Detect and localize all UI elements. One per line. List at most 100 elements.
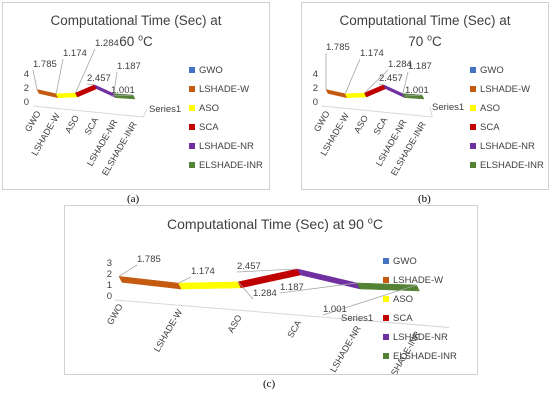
chart-c-data-label: 1.187 [280,282,304,293]
chart-b-legend-swatch [470,67,476,73]
caption-b: (b) [418,193,431,205]
chart-panel-b: Computational Time (Sec) at 70 oC 0 2 4 1.785… [301,2,549,190]
chart-a-legend-swatch [189,162,195,168]
chart-a-title-line1: Computational Time (Sec) at [50,13,221,28]
chart-b-data-label-leader [364,69,389,94]
chart-panel-c: Computational Time (Sec) at 90 oC 0 1 2 3 1.7… [64,205,478,375]
chart-a-legend-swatch [189,143,195,149]
chart-c-legend-swatch [383,258,389,264]
chart-a-data-label: 1.001 [111,85,135,96]
chart-b-depth-axis-line [429,106,433,118]
chart-a-y-tick-label: 2 [24,83,29,94]
chart-a-category-label: SCA [82,116,100,137]
chart-b-segment-sca [364,84,386,98]
chart-c-data-label: 1.785 [137,254,161,265]
chart-a-data-label: 1.187 [117,61,141,72]
chart-b-data-label-leader [344,58,361,94]
chart-c-legend-label: GWO [393,256,417,267]
chart-c-legend-label: ELSHADE-INR [393,351,457,362]
chart-c-legend-swatch [383,296,389,302]
chart-b-segment-aso [344,92,367,99]
chart-a-legend-label: LSHADE-W [199,84,249,95]
chart-c-legend-swatch [383,334,389,340]
chart-b-legend-swatch [470,124,476,130]
chart-a-legend-swatch [189,124,195,130]
chart-b-legend-label: SCA [480,122,500,133]
chart-b-legend-label: ELSHADE-INR [480,160,544,171]
chart-a-svg: Computational Time (Sec) at 60 oC 0 2 4 1.785… [23,13,263,177]
chart-panel-a: Computational Time (Sec) at 60 oC 0 2 4 1.785… [2,2,270,190]
chart-b-legend-swatch [470,105,476,111]
caption-a: (a) [127,193,140,205]
chart-a-legend-swatch [189,67,195,73]
chart-a-data-label-leader [32,69,38,90]
chart-b-legend-label: GWO [480,65,504,76]
chart-c-category-label: LSHADE-W [152,307,185,354]
chart-b-legend-label: LSHADE-NR [480,141,535,152]
chart-a-data-label-leader [110,94,134,97]
chart-c-y-tick-label: 2 [107,269,112,280]
chart-c-y-tick-label: 1 [107,280,112,291]
chart-b-title-line1: Computational Time (Sec) at [339,13,510,28]
chart-b-data-label: 1.785 [326,42,350,53]
chart-b-category-label: ASO [352,113,370,134]
chart-a-category-label: GWO [23,109,43,133]
chart-c-data-label: 2.457 [237,261,261,272]
chart-b-data-label: 1.187 [408,61,432,72]
chart-a-data-label: 1.785 [33,59,57,70]
chart-b-segment-lshade-w [325,89,348,99]
chart-a-category-label: ASO [63,113,81,134]
chart-a-floor-line [32,105,144,118]
chart-b-y-tick-label: 4 [313,69,318,80]
chart-a-title-line2: 60 oC [119,33,153,49]
chart-c-data-label-leader [118,264,138,277]
chart-a-data-label: 2.457 [87,73,111,84]
chart-b-category-label: GWO [312,109,332,133]
chart-a-data-label-leader [55,58,64,94]
chart-b-svg: Computational Time (Sec) at 70 oC 0 2 4 1.785… [312,13,544,177]
chart-c-legend-swatch [383,353,389,359]
chart-a-data-label-leader [113,71,118,94]
chart-a-data-label-leader [75,48,96,94]
chart-c-data-label: 1.174 [191,266,215,277]
chart-a-legend-swatch [189,105,195,111]
chart-b-category-label: SCA [371,116,389,137]
chart-c-data-label: 1.001 [323,304,347,315]
chart-b-legend-swatch [470,162,476,168]
chart-c-category-label: ASO [226,313,244,334]
chart-c-y-tick-label: 3 [107,258,112,269]
chart-b-data-label-leader [378,83,384,86]
chart-a-y-tick-label: 0 [24,97,29,108]
chart-c-segment-lshade-nr [297,268,361,290]
chart-a-data-label-leader [86,83,95,86]
chart-b-data-label-leader [404,94,423,97]
chart-a-depth-axis-line [142,108,148,118]
chart-a-legend-label: ELSHADE-INR [199,160,263,171]
chart-c-data-label-leader [237,281,254,300]
chart-c-legend-label: LSHADE-NR [393,332,448,343]
chart-a-segment-aso [55,92,78,99]
chart-b-data-label: 1.001 [405,85,429,96]
chart-b-legend-swatch [470,143,476,149]
chart-a-depth-axis-label: Series1 [149,104,181,115]
chart-b-legend-label: LSHADE-W [480,84,530,95]
chart-b-y-tick-label: 2 [313,83,318,94]
chart-b-data-label: 2.457 [379,73,403,84]
chart-b-data-label-leader [402,71,409,94]
chart-a-legend-swatch [189,86,195,92]
chart-c-data-label-leader [279,282,358,294]
chart-b-y-tick-label: 0 [313,97,318,108]
chart-c-category-label: GWO [105,302,125,326]
chart-c-legend-label: ASO [393,294,413,305]
chart-c-category-label: SCA [285,319,303,340]
chart-c-data-label-leader [322,284,417,316]
chart-a-y-tick-label: 4 [24,69,29,80]
chart-c-legend-swatch [383,277,389,283]
chart-a-segment-lshade-w [36,89,59,99]
chart-a-legend-label: SCA [199,122,219,133]
chart-c-segment-aso [178,281,242,290]
chart-b-floor-line [321,105,433,118]
chart-b-data-label: 1.284 [388,59,412,70]
chart-b-depth-axis-label: Series1 [432,102,464,113]
